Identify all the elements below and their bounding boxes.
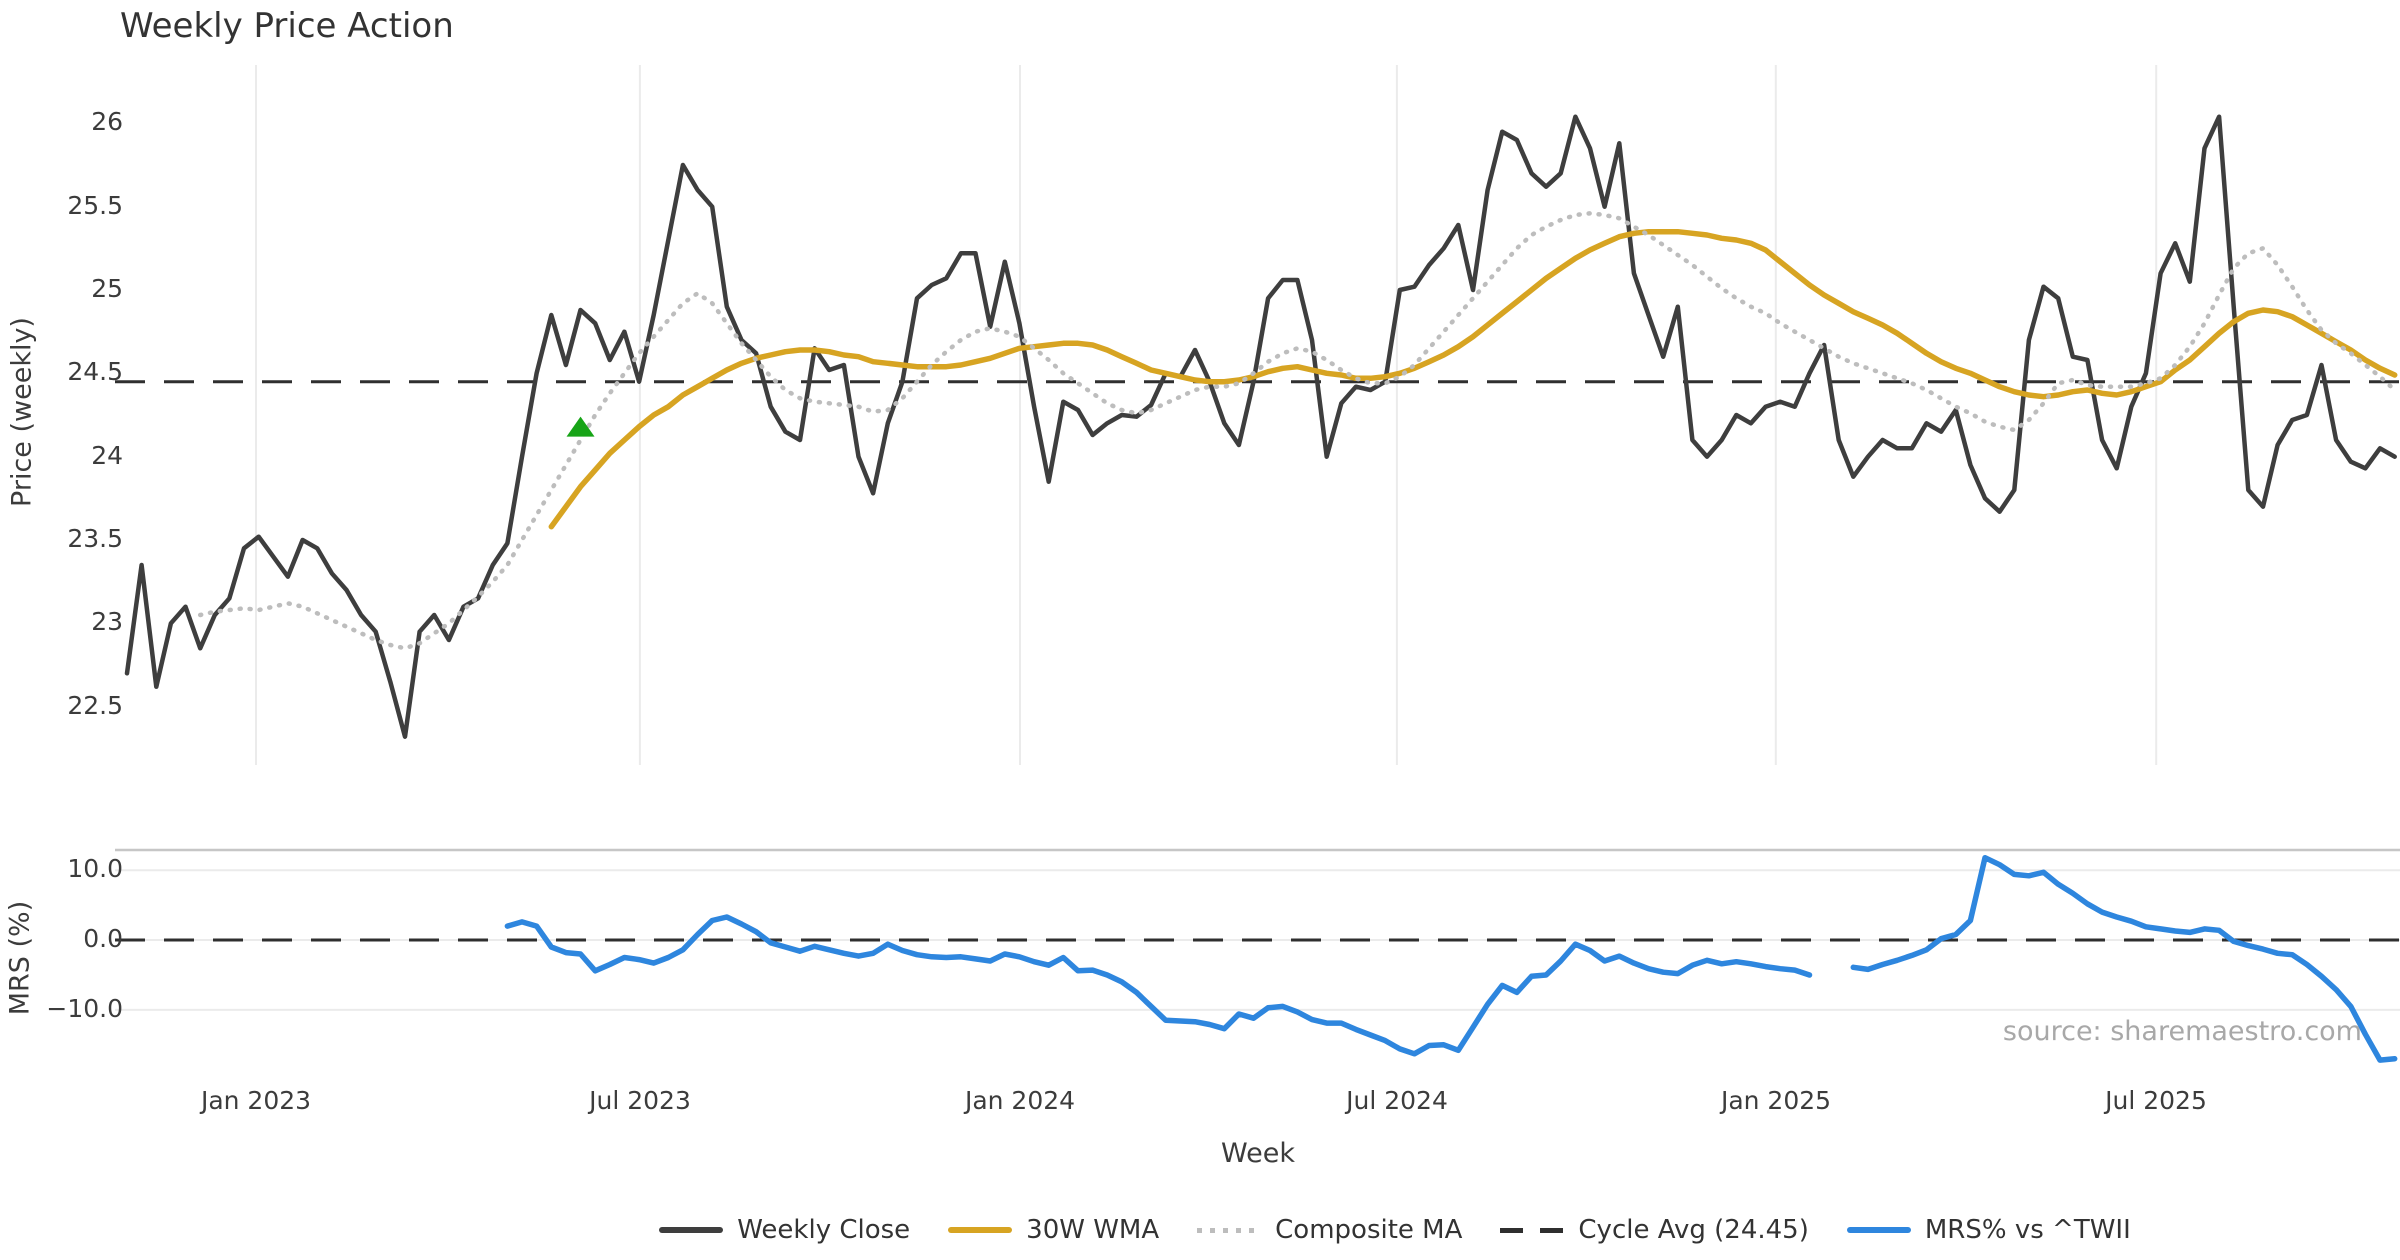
y-tick-label-price: 25 [91,274,123,303]
mrs-axis-label: MRS (%) [4,900,36,1016]
legend-label: Composite MA [1275,1215,1463,1245]
legend: Weekly Close 30W WMA Composite MA Cycle Avg… [390,1208,2400,1252]
legend-label: 30W WMA [1026,1215,1160,1245]
y-tick-label-price: 26 [91,107,123,136]
y-tick-label-mrs: 10.0 [67,854,123,883]
legend-item: Cycle Avg (24.45) [1500,1215,1809,1245]
price-axis-label: Price (weekly) [6,317,38,507]
y-tick-label-price: 23.5 [67,524,123,553]
x-tick-label: Jul 2024 [1346,1086,1448,1115]
x-tick-label: Jan 2024 [964,1086,1076,1115]
y-tick-label-price: 24.5 [67,357,123,386]
y-tick-label-price: 24 [91,441,123,470]
y-tick-label-price: 25.5 [67,191,123,220]
x-tick-label: Jul 2025 [2105,1086,2207,1115]
buy-signal-marker [566,416,595,437]
legend-item: MRS% vs ^TWII [1846,1215,2131,1245]
legend-label: Cycle Avg (24.45) [1578,1215,1809,1245]
legend-swatch-dotted [1197,1227,1262,1233]
x-tick-label: Jan 2023 [200,1086,312,1115]
source-note: source: sharemaestro.com [2002,1016,2362,1047]
x-tick-label: Jan 2025 [1720,1086,1832,1115]
legend-item: 30W WMA [948,1215,1159,1245]
legend-swatch-solid [948,1227,1013,1233]
legend-label: MRS% vs ^TWII [1924,1215,2131,1245]
series-composite-ma [197,211,2397,651]
y-tick-label-mrs: 0.0 [83,924,123,953]
legend-item: Weekly Close [659,1215,910,1245]
chart-title: Weekly Price Action [120,6,454,46]
legend-swatch-dashed [1500,1227,1565,1233]
y-tick-label-mrs: −10.0 [46,994,123,1023]
y-tick-label-price: 22.5 [67,691,123,720]
y-tick-label-price: 23 [91,607,123,636]
legend-item: Composite MA [1197,1215,1462,1245]
x-axis-label: Week [1221,1138,1295,1169]
series-30w-wma [548,228,2398,530]
series-weekly-close [124,114,2397,739]
legend-swatch-solid [659,1227,724,1233]
x-tick-label: Jul 2023 [589,1086,691,1115]
legend-label: Weekly Close [737,1215,911,1245]
legend-swatch-solid [1846,1227,1911,1233]
series-mrs-vs-twii [504,854,2398,1063]
